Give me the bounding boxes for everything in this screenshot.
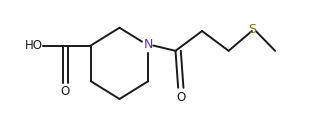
Text: N: N	[143, 38, 153, 51]
Text: HO: HO	[25, 39, 43, 52]
Text: O: O	[176, 91, 186, 103]
Text: O: O	[60, 85, 70, 98]
Text: S: S	[248, 23, 256, 36]
